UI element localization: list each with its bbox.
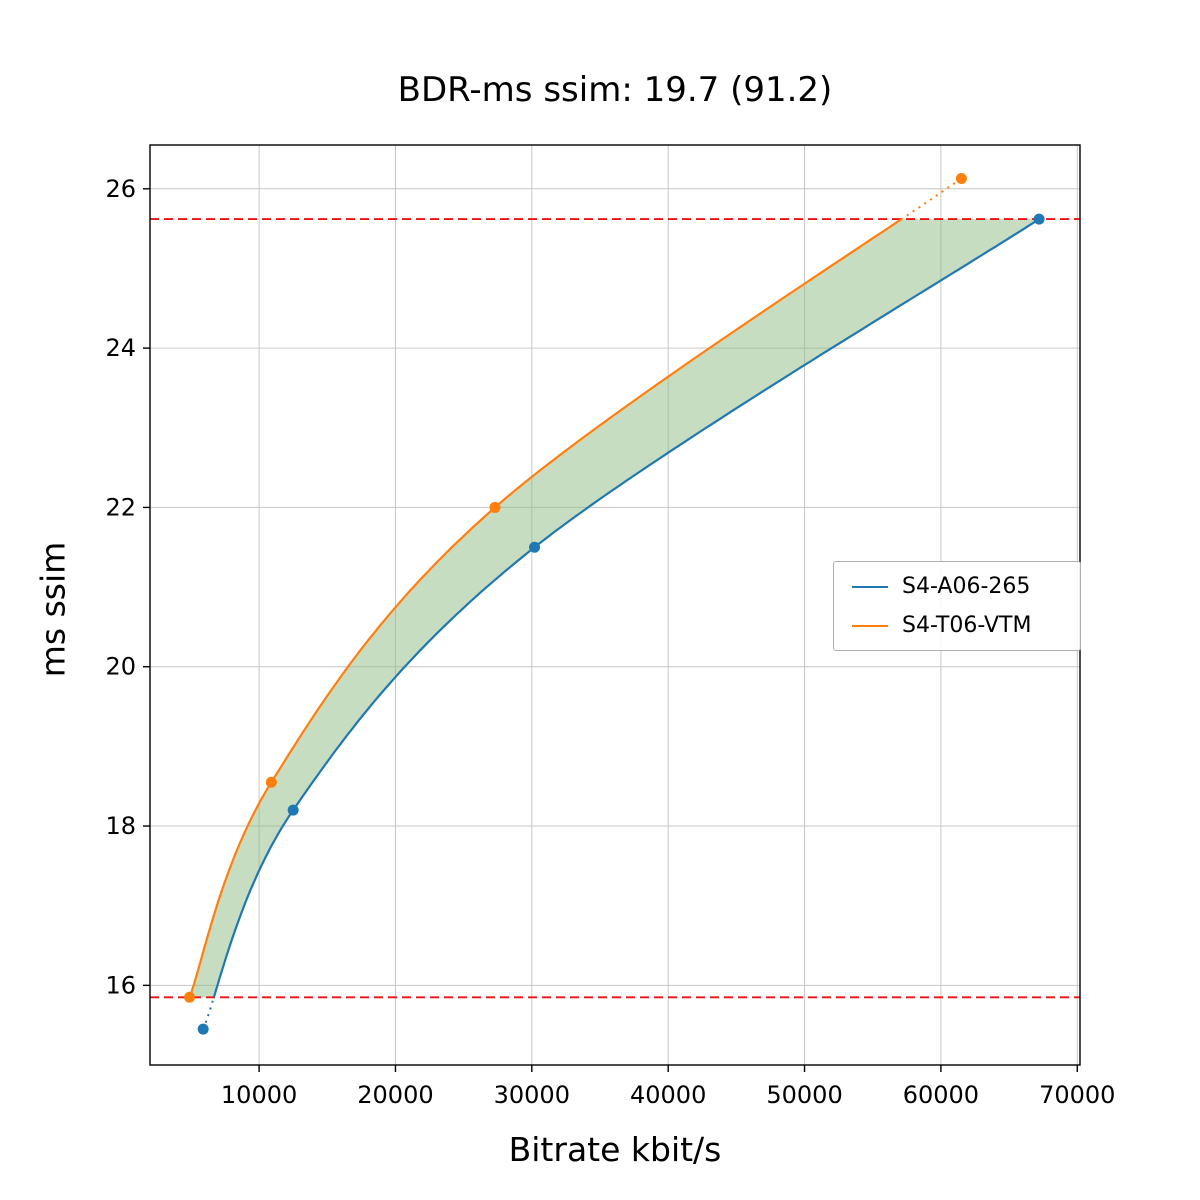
- data-point-marker: [184, 991, 196, 1003]
- chart-title: BDR-ms ssim: 19.7 (91.2): [397, 70, 833, 110]
- legend-line-sample: [852, 624, 888, 627]
- legend-line-sample: [852, 585, 888, 588]
- x-tick-label: 70000: [1039, 1081, 1115, 1109]
- series-line: [188, 218, 902, 998]
- x-tick-label: 30000: [494, 1081, 570, 1109]
- legend-label: S4-T06-VTM: [902, 613, 1032, 638]
- data-point-marker: [197, 1023, 209, 1035]
- data-point-marker: [489, 501, 501, 513]
- y-tick-label: 20: [105, 653, 136, 681]
- data-point-marker: [1033, 213, 1045, 225]
- x-tick-label: 50000: [766, 1081, 842, 1109]
- legend-label: S4-A06-265: [902, 574, 1031, 599]
- series-dotted-segment: [202, 996, 215, 1030]
- legend-entry: S4-T06-VTM: [852, 613, 1062, 638]
- legend-entry: S4-A06-265: [852, 574, 1062, 599]
- y-tick-label: 16: [105, 971, 136, 999]
- y-tick-label: 24: [105, 334, 136, 362]
- data-point-marker: [287, 804, 299, 816]
- series-line: [212, 218, 1040, 998]
- x-axis-label: Bitrate kbit/s: [508, 1130, 722, 1169]
- x-tick-label: 20000: [357, 1081, 433, 1109]
- legend: S4-A06-265 S4-T06-VTM: [833, 561, 1081, 651]
- data-point-marker: [529, 541, 541, 553]
- series-dotted-segment: [900, 177, 962, 221]
- data-point-marker: [955, 172, 967, 184]
- x-tick-label: 60000: [903, 1081, 979, 1109]
- x-tick-label: 10000: [221, 1081, 297, 1109]
- data-point-marker: [265, 776, 277, 788]
- y-tick-label: 26: [105, 175, 136, 203]
- y-tick-label: 18: [105, 812, 136, 840]
- x-tick-label: 40000: [630, 1081, 706, 1109]
- y-tick-label: 22: [105, 493, 136, 521]
